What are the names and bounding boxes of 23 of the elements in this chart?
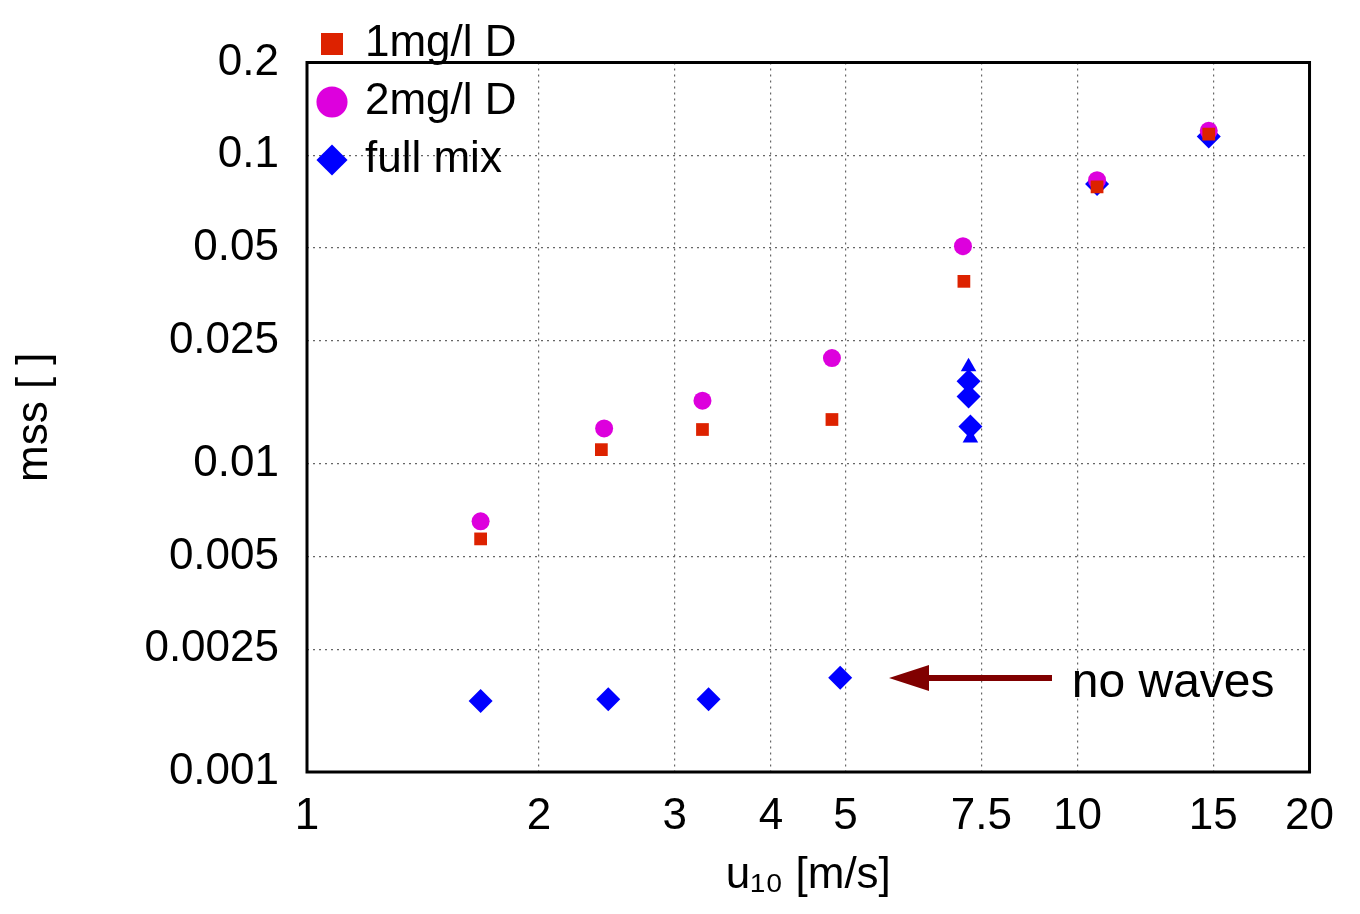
x-tick-label: 20 [1285, 788, 1335, 838]
y-tick-label: 0.001 [168, 744, 279, 794]
x-tick-label: 7.5 [950, 788, 1012, 838]
x-tick-label: 2 [526, 788, 552, 838]
x-tick-label: 4 [758, 788, 784, 838]
x-tick-label: 15 [1188, 788, 1238, 838]
annotation: no waves [1071, 654, 1275, 708]
y-tick-label: 0.01 [193, 435, 279, 485]
x-tick-label: 5 [833, 788, 858, 838]
y-axis-title: mss [ ] [6, 352, 56, 482]
y-tick-label: 0.005 [168, 528, 279, 578]
x-tick-label: 3 [662, 788, 687, 838]
legend-label: 1mg/l D [365, 16, 517, 66]
legend-label: full mix [365, 132, 502, 182]
x-axis-title: u₁₀ [m/s] [725, 847, 891, 897]
y-tick-label: 0.2 [217, 34, 279, 84]
x-tick-label: 10 [1053, 788, 1103, 838]
y-tick-label: 0.05 [193, 220, 279, 270]
x-tick-label: 1 [294, 788, 320, 838]
y-tick-label: 0.025 [168, 313, 279, 363]
legend-label: 2mg/l D [365, 74, 517, 124]
y-tick-label: 0.1 [217, 127, 279, 177]
y-tick-label: 0.0025 [144, 621, 279, 671]
